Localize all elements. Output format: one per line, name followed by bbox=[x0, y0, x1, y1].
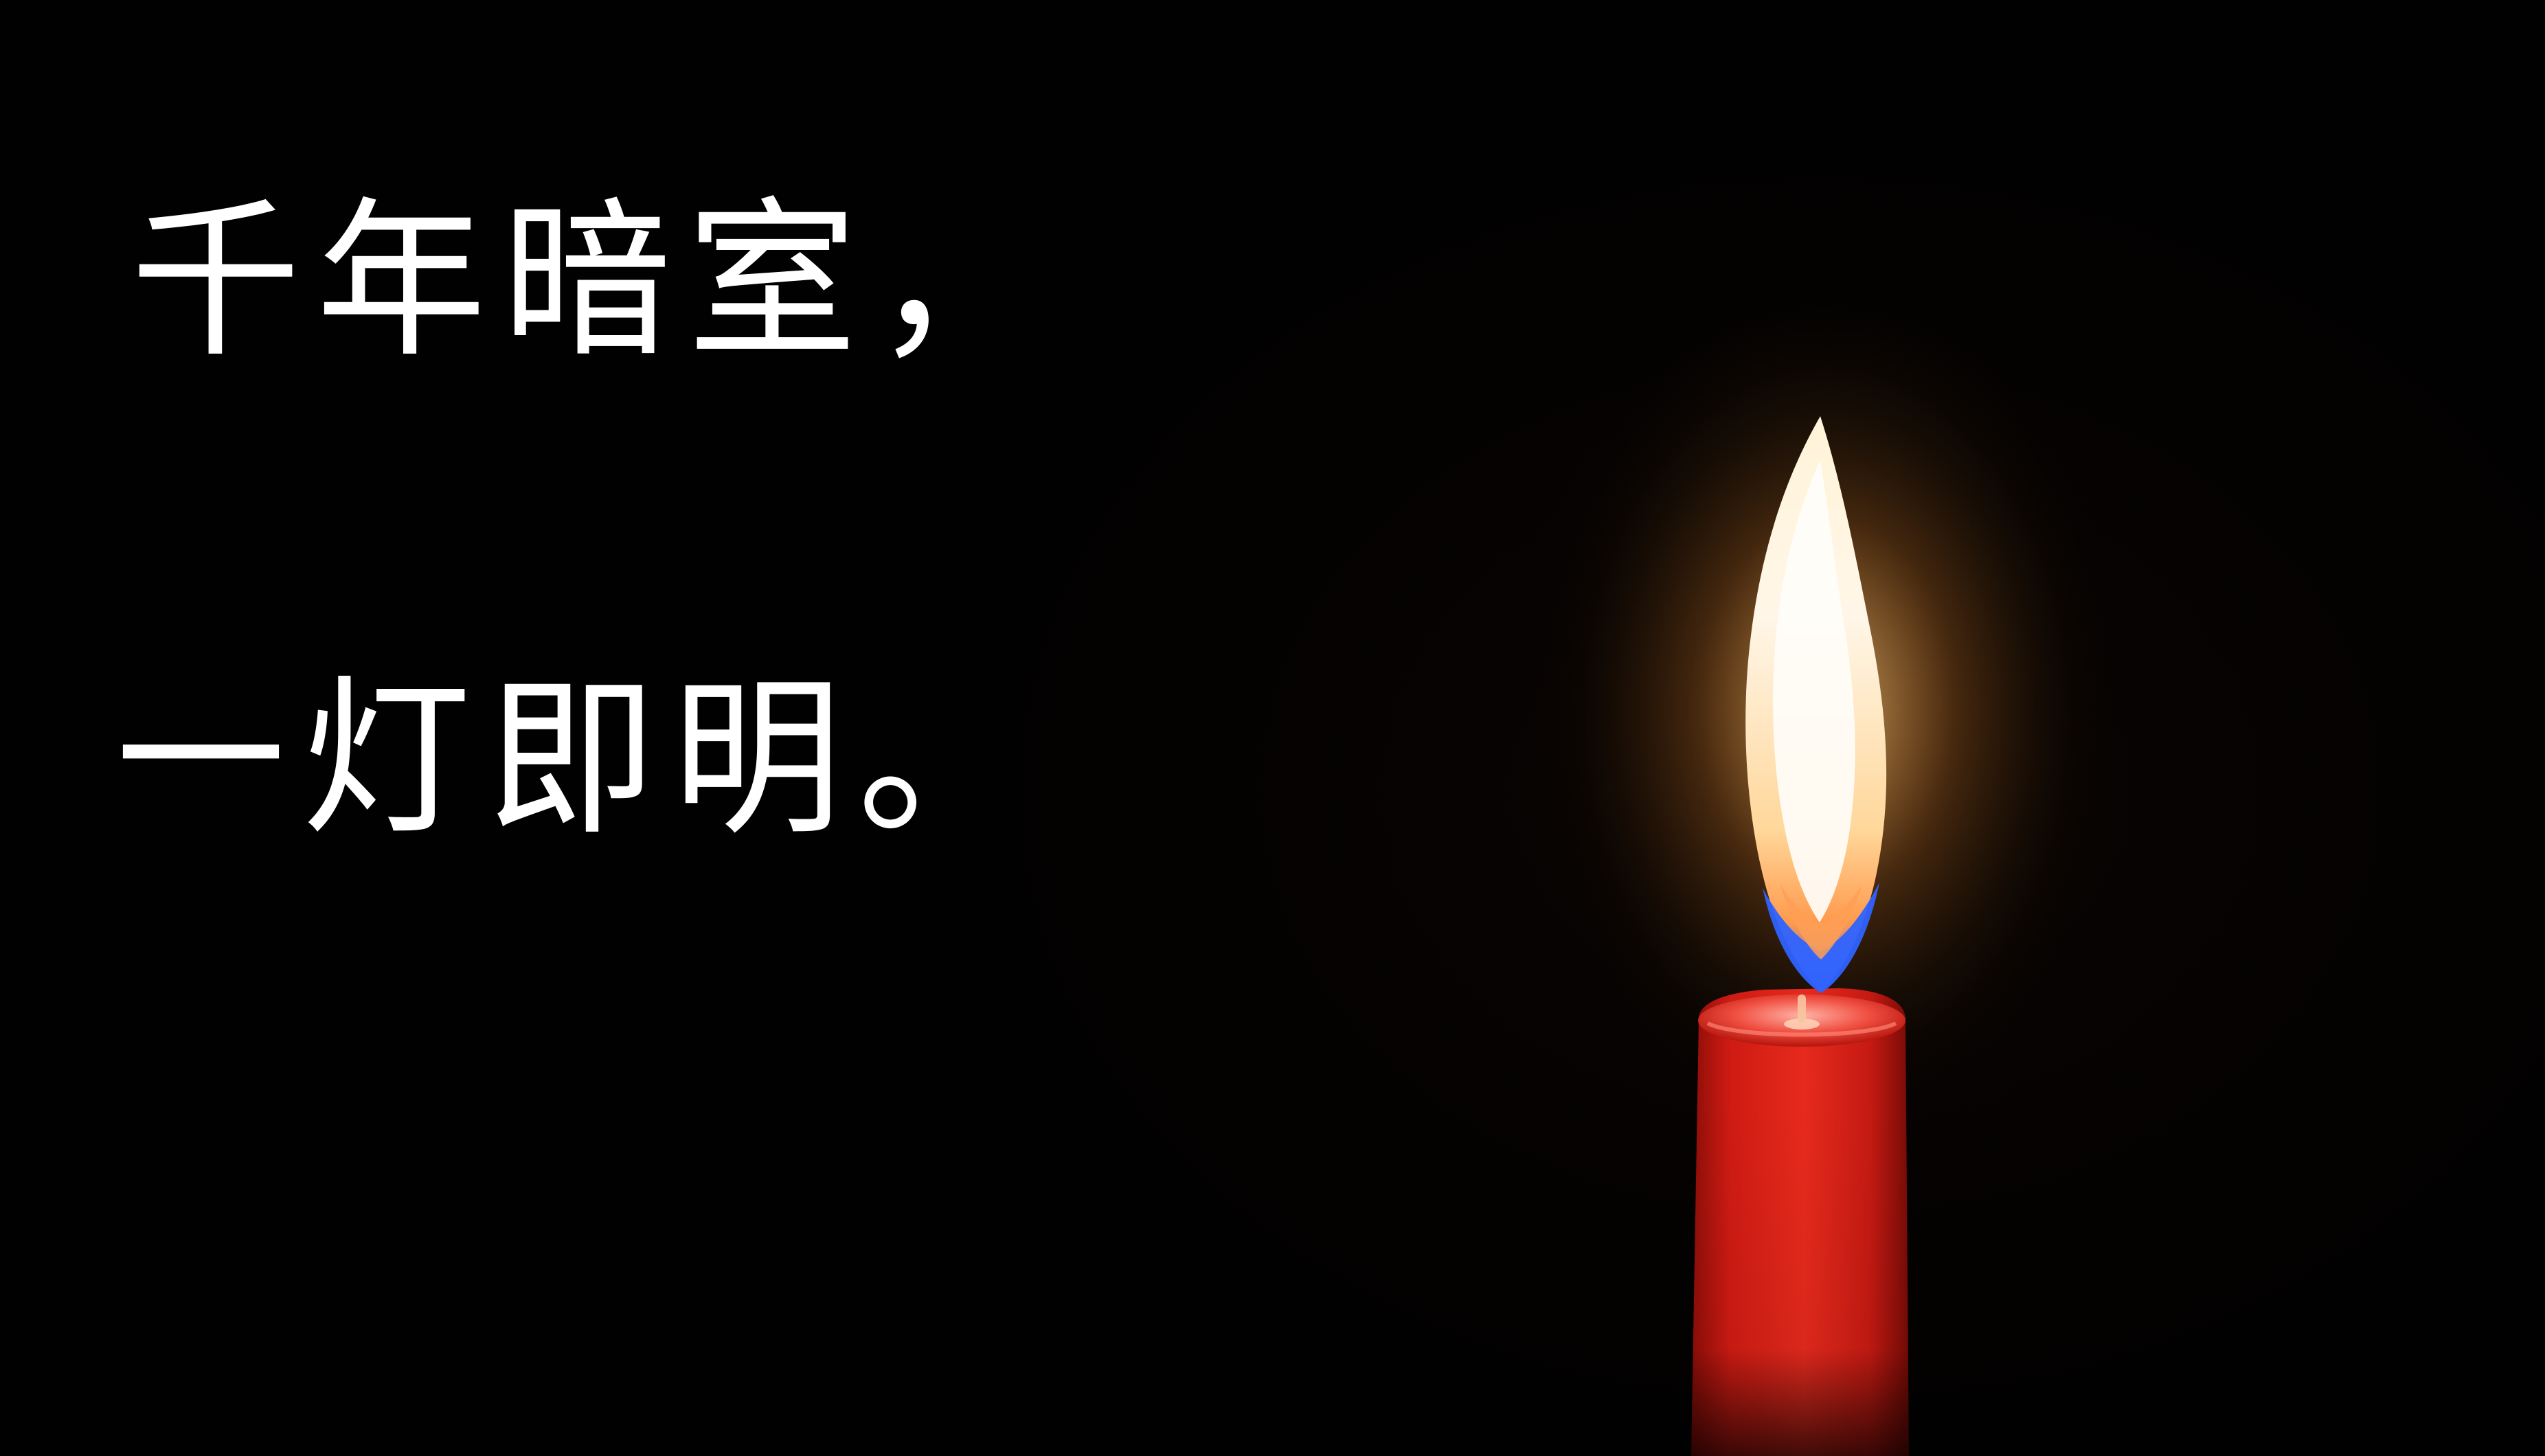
flame-icon bbox=[1745, 416, 1887, 993]
candle-wick bbox=[1798, 994, 1806, 1023]
candle-body bbox=[1691, 988, 1909, 1456]
quote-line-1: 千年暗室， bbox=[131, 183, 1058, 380]
quote-line-2: 一灯即明。 bbox=[115, 661, 1043, 858]
